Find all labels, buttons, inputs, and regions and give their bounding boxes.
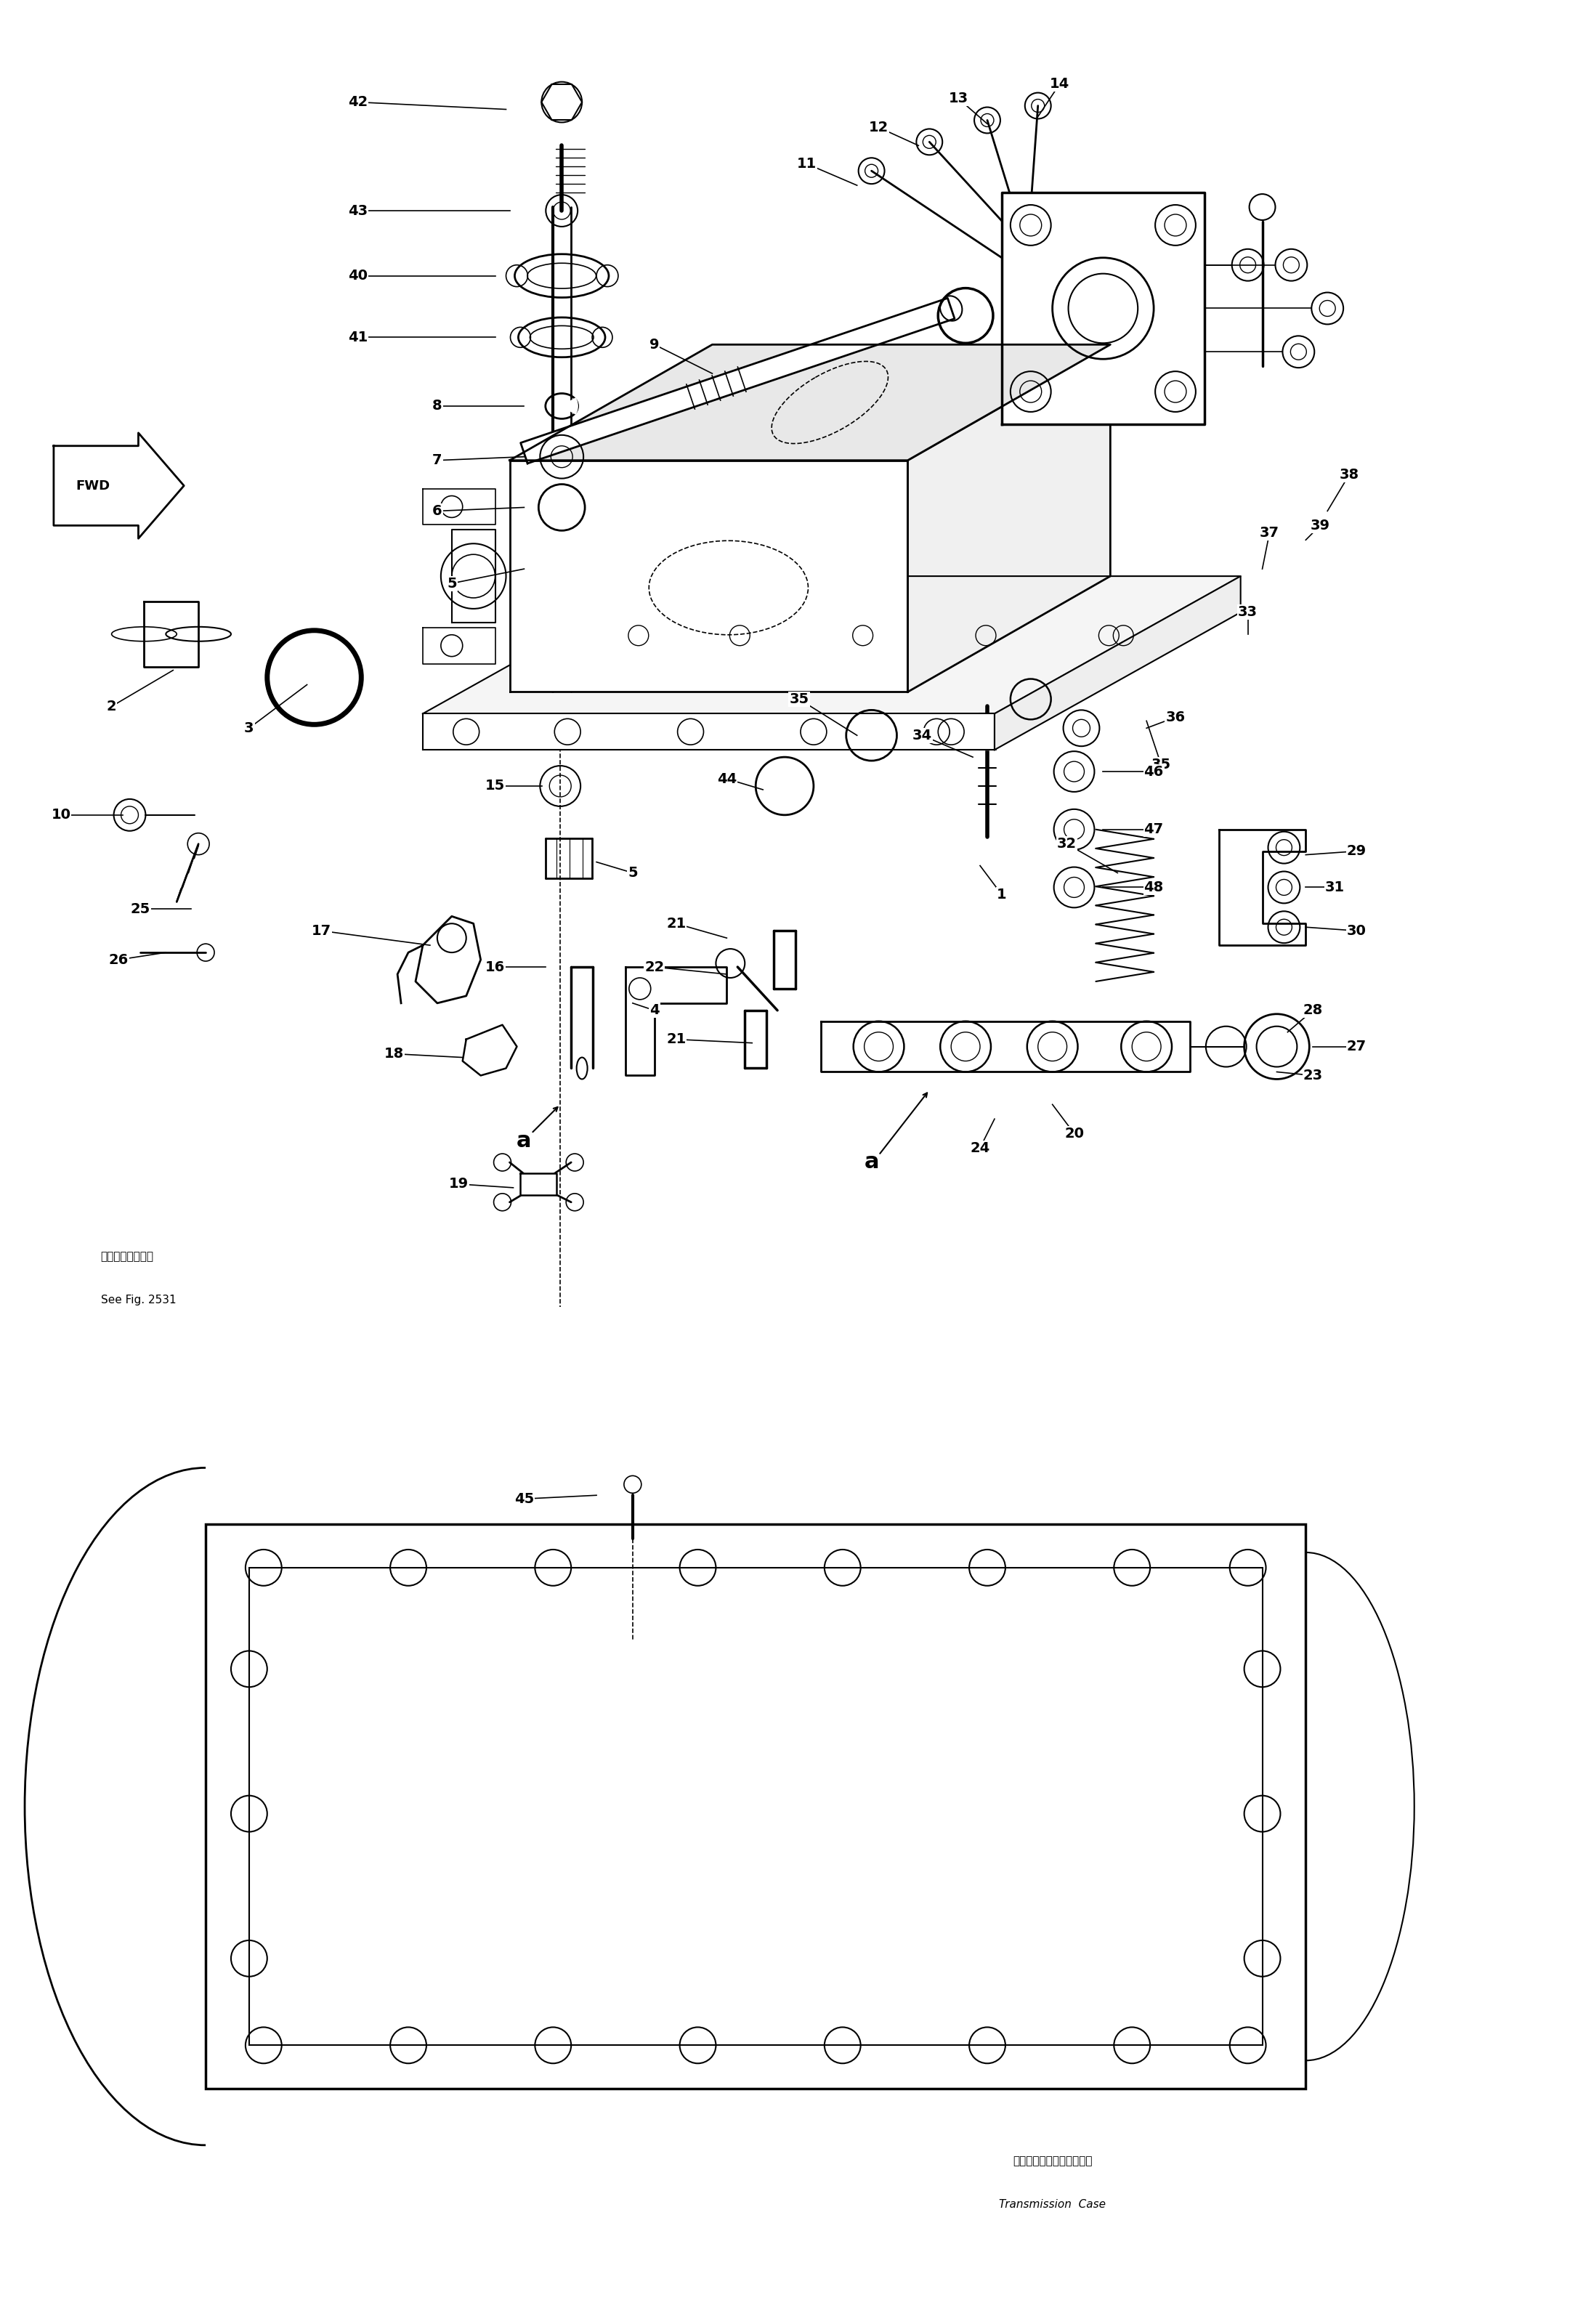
Polygon shape	[54, 432, 185, 539]
Polygon shape	[1002, 193, 1204, 425]
Text: 28: 28	[1303, 1004, 1322, 1018]
Text: Transmission  Case: Transmission Case	[999, 2199, 1106, 2210]
Text: 27: 27	[1346, 1039, 1367, 1053]
Text: 21: 21	[667, 916, 686, 930]
Text: 19: 19	[449, 1178, 469, 1190]
Text: FWD: FWD	[76, 479, 110, 493]
Text: 35: 35	[789, 693, 808, 706]
Text: 45: 45	[514, 1492, 535, 1506]
Text: 25: 25	[130, 902, 151, 916]
Polygon shape	[625, 967, 727, 1076]
Text: 23: 23	[1303, 1069, 1322, 1083]
Text: 7: 7	[433, 453, 442, 467]
Text: 37: 37	[1260, 525, 1279, 539]
Text: 12: 12	[869, 121, 889, 135]
Polygon shape	[520, 297, 955, 462]
Text: 41: 41	[348, 330, 368, 344]
Text: 26: 26	[108, 953, 129, 967]
Polygon shape	[821, 1020, 1190, 1071]
Polygon shape	[908, 344, 1111, 693]
Text: 5: 5	[447, 576, 457, 590]
Text: a: a	[517, 1129, 531, 1150]
Text: 39: 39	[1311, 518, 1330, 532]
Text: トランスミッションケース: トランスミッションケース	[1012, 2157, 1091, 2166]
Text: 47: 47	[1144, 823, 1163, 837]
Text: 21: 21	[667, 1032, 686, 1046]
Text: 2: 2	[107, 700, 116, 713]
Polygon shape	[423, 627, 495, 665]
Text: 29: 29	[1346, 844, 1367, 858]
Polygon shape	[145, 602, 199, 667]
Text: 5: 5	[628, 867, 638, 881]
Polygon shape	[452, 530, 495, 623]
Text: 8: 8	[433, 400, 442, 414]
Text: 48: 48	[1144, 881, 1163, 895]
Text: a: a	[864, 1153, 878, 1174]
Text: 14: 14	[1050, 77, 1069, 91]
Text: See Fig. 2531: See Fig. 2531	[100, 1294, 177, 1306]
Text: 20: 20	[1064, 1127, 1083, 1141]
Wedge shape	[562, 397, 578, 414]
Text: 18: 18	[383, 1046, 404, 1060]
Text: 4: 4	[649, 1004, 659, 1018]
FancyBboxPatch shape	[205, 1525, 1306, 2089]
Polygon shape	[423, 713, 994, 751]
Text: 43: 43	[348, 205, 368, 218]
Text: 38: 38	[1340, 467, 1359, 481]
Text: 30: 30	[1346, 925, 1367, 937]
Text: 3: 3	[243, 720, 255, 734]
Polygon shape	[994, 576, 1241, 751]
Polygon shape	[509, 344, 1111, 460]
Polygon shape	[520, 1174, 557, 1195]
Polygon shape	[509, 460, 908, 693]
Text: 1: 1	[998, 888, 1007, 902]
Text: 46: 46	[1144, 765, 1163, 779]
Text: 36: 36	[1166, 711, 1185, 725]
Text: 第２５３１図参照: 第２５３１図参照	[100, 1250, 154, 1262]
Text: 17: 17	[312, 925, 331, 937]
Text: 33: 33	[1238, 607, 1257, 618]
Text: 13: 13	[948, 91, 969, 105]
Polygon shape	[415, 916, 480, 1004]
Text: 24: 24	[971, 1141, 990, 1155]
Text: 10: 10	[51, 809, 70, 823]
Text: 16: 16	[485, 960, 504, 974]
Polygon shape	[1219, 830, 1306, 946]
Text: 35: 35	[1152, 758, 1171, 772]
Text: 40: 40	[348, 270, 368, 284]
Polygon shape	[423, 576, 1241, 713]
Text: 32: 32	[1056, 837, 1077, 851]
Text: 9: 9	[649, 337, 659, 351]
Polygon shape	[463, 1025, 517, 1076]
Text: 44: 44	[718, 772, 737, 786]
Text: 15: 15	[485, 779, 504, 792]
Polygon shape	[423, 488, 495, 525]
Text: 11: 11	[797, 156, 816, 170]
Text: 22: 22	[644, 960, 665, 974]
Text: 6: 6	[433, 504, 442, 518]
Text: 42: 42	[348, 95, 368, 109]
Text: 31: 31	[1325, 881, 1344, 895]
Text: 34: 34	[912, 727, 932, 741]
